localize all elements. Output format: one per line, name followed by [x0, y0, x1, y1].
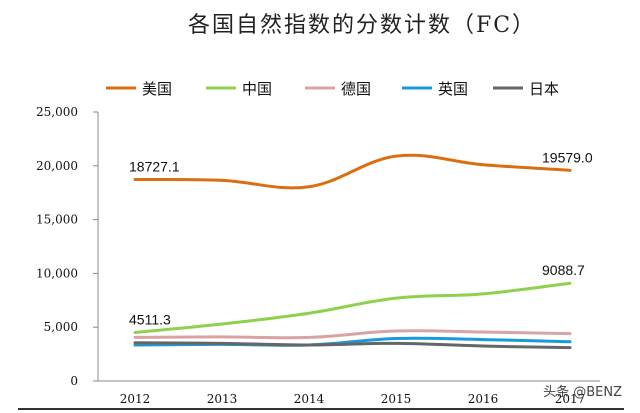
- data-label: 4511.3: [129, 311, 171, 327]
- legend-label-4: 日本: [529, 80, 559, 98]
- x-tick-label: 2014: [294, 392, 325, 406]
- data-label: 9088.7: [542, 262, 585, 278]
- watermark-text: 头条 @BENZ: [543, 384, 622, 400]
- legend-label-3: 英国: [438, 80, 468, 98]
- series-line-0: [133, 153, 572, 190]
- legend-label-0: 美国: [142, 80, 172, 98]
- x-tick-label: 2013: [207, 392, 238, 406]
- y-tick-label: 0: [70, 374, 78, 388]
- series-line-4: [133, 341, 572, 350]
- series-line-1: [133, 281, 572, 334]
- x-tick-label: 2015: [381, 392, 412, 406]
- legend-label-2: 德国: [341, 80, 371, 98]
- data-label: 19579.0: [542, 149, 593, 165]
- y-tick-label: 20,000: [36, 159, 78, 173]
- y-tick-label: 5,000: [44, 320, 78, 334]
- legend: 美国 中国 德国 英国 日本: [106, 80, 559, 98]
- series-lines: [133, 153, 572, 350]
- data-labels: 18727.1 19579.0 4511.3 9088.7: [129, 149, 593, 327]
- x-axis-ticks: 2012 2013 2014 2015 2016 2017: [120, 392, 586, 406]
- x-tick-label: 2017: [555, 392, 586, 406]
- chart-title: 各国自然指数的分数计数（FC）: [188, 13, 536, 38]
- y-tick-label: 15,000: [36, 213, 78, 227]
- y-axis-ticks: 0 5,000 10,000 15,000 20,000 25,000: [36, 105, 98, 388]
- data-label: 18727.1: [129, 158, 180, 174]
- legend-label-1: 中国: [242, 80, 272, 98]
- x-tick-label: 2016: [468, 392, 499, 406]
- y-tick-label: 10,000: [36, 266, 78, 280]
- series-line-2: [133, 329, 572, 340]
- y-tick-label: 25,000: [36, 105, 78, 119]
- x-tick-label: 2012: [120, 392, 151, 406]
